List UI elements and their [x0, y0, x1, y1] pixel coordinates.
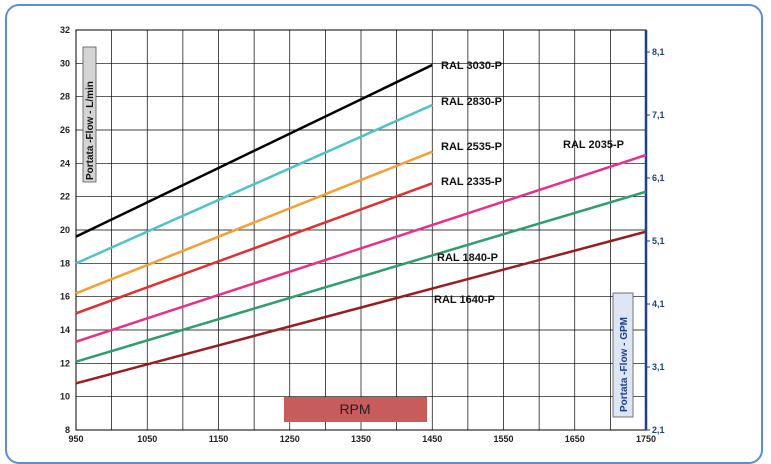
y-tick-label: 22 — [60, 192, 70, 202]
series-label: RAL 2035-P — [563, 139, 624, 151]
tick-labels: 950 1050 1150 1250 1350 1450 1550 1650 1750 8 10 12… — [60, 25, 665, 444]
series-label: RAL 2830-P — [441, 96, 502, 108]
ylabel: Portata -Flow - L/min — [85, 81, 96, 180]
x-tick-label: 1750 — [636, 434, 656, 444]
series-label: RAL 2535-P — [441, 141, 502, 153]
series-line-ral-2535-p — [75, 150, 433, 295]
series-line-ral-2830-p — [75, 103, 433, 265]
grid — [75, 29, 648, 431]
series-line-ral-1840-p — [75, 190, 647, 363]
x-tick-label: 1450 — [422, 434, 442, 444]
y-tick-label: 8 — [65, 425, 70, 435]
y2label-box — [612, 292, 634, 418]
series-labels: RAL 3030-P RAL 2830-P RAL 2535-P RAL 2335-P… — [434, 60, 624, 306]
series-line-ral-3030-p — [75, 63, 433, 238]
y-tick-label: 32 — [60, 25, 70, 35]
x-tick-label: 1050 — [137, 434, 157, 444]
xlabel-box — [284, 397, 427, 422]
xlabel: RPM — [339, 401, 370, 417]
x-tick-label: 1550 — [493, 434, 513, 444]
y2label: Portata -Flow - GPM — [619, 317, 630, 412]
y-tick-label: 12 — [60, 358, 70, 368]
y-tick-label: 14 — [60, 325, 70, 335]
flow-rpm-chart: 950 1050 1150 1250 1350 1450 1550 1650 1750 8 10 12… — [60, 25, 665, 444]
x-tick-label: 950 — [68, 434, 83, 444]
y-tick-label: 18 — [60, 258, 70, 268]
y2-tick-label: 7,1 — [652, 110, 665, 120]
x-tick-label: 1250 — [280, 434, 300, 444]
y-tick-label: 26 — [60, 125, 70, 135]
y-tick-label: 28 — [60, 92, 70, 102]
y-tick-label: 10 — [60, 392, 70, 402]
series-line-ral-2335-p — [75, 182, 433, 315]
y-tick-label: 30 — [60, 58, 70, 68]
x-tick-label: 1150 — [209, 434, 229, 444]
series-label: RAL 1640-P — [434, 294, 495, 306]
y2-tick-label: 3,1 — [652, 362, 665, 372]
series-lines — [75, 63, 647, 385]
series-label: RAL 3030-P — [441, 60, 502, 72]
series-label: RAL 2335-P — [441, 176, 502, 188]
y-tick-label: 20 — [60, 225, 70, 235]
y2-tick-label: 2,1 — [652, 425, 665, 435]
series-label: RAL 1840-P — [437, 252, 498, 264]
ylabel-box — [82, 46, 97, 183]
y2-tick-label: 6,1 — [652, 173, 665, 183]
y-tick-label: 16 — [60, 292, 70, 302]
series-line-ral-1640-p — [75, 230, 647, 385]
x-tick-label: 1650 — [565, 434, 585, 444]
y-tick-label: 24 — [60, 158, 70, 168]
series-line-ral-2035-p — [75, 153, 647, 343]
y2-tick-label: 8,1 — [652, 47, 665, 57]
y2-tick-label: 4,1 — [652, 299, 665, 309]
y2-tick-label: 5,1 — [652, 236, 665, 246]
x-tick-label: 1350 — [351, 434, 371, 444]
